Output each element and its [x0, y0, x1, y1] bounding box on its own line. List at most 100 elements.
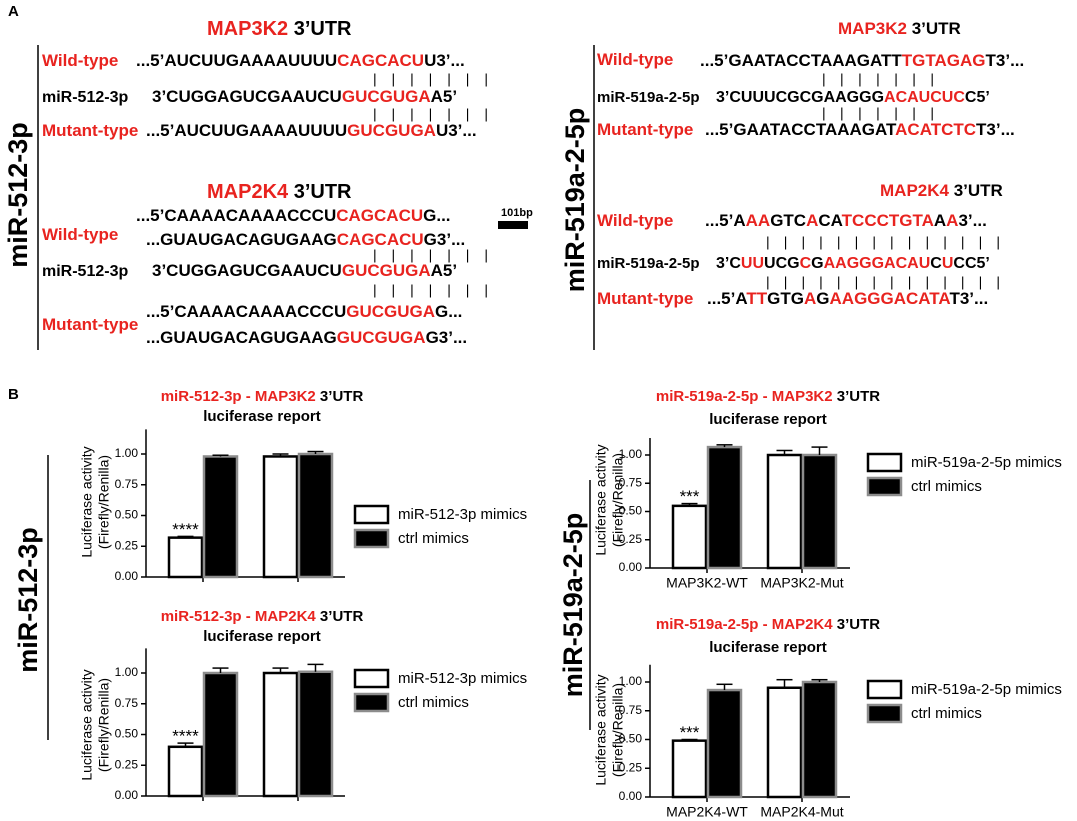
- chart-subtitle: luciferase report: [709, 639, 827, 656]
- sequence-line: Wild-type: [42, 51, 118, 70]
- significance: ****: [172, 520, 199, 539]
- y-tick-label: 1.00: [619, 674, 643, 688]
- text-segment: ...5’AUCUUGAAAAUUUU: [146, 121, 347, 140]
- text-segment: 3’CUGGAGUCGAAUCU: [152, 261, 342, 280]
- text-segment: ...5’A: [707, 289, 747, 308]
- legend-swatch: [866, 476, 903, 497]
- text-segment: A: [804, 289, 816, 308]
- base-pairs: | | | | | | |: [373, 106, 488, 122]
- text-segment: CAGCACU: [337, 230, 424, 249]
- y-tick-label: 0.75: [115, 477, 139, 491]
- text-segment: MAP2K4: [207, 181, 289, 203]
- y-tick-label: 0.00: [115, 569, 139, 583]
- text-segment: UU: [741, 255, 764, 272]
- text-segment: A5’: [431, 87, 457, 106]
- text-segment: 3’CUGGAGUCGAAUCU: [152, 87, 342, 106]
- text-segment: TT: [746, 289, 767, 308]
- bar: [167, 536, 204, 579]
- bar: [202, 455, 239, 579]
- text-segment: 3’UTR: [316, 608, 364, 625]
- sequence-line: ...5’AUCUUGAAAAUUUUCAGCACUU3’...: [136, 51, 465, 70]
- sequence-line: miR-519a-2-5p: [597, 89, 700, 106]
- sequence-line: Wild-type: [597, 50, 673, 69]
- y-tick-label: 1.00: [115, 446, 139, 460]
- x-tick-label: MAP2K4-WT: [666, 804, 748, 820]
- legend-swatch: [866, 452, 903, 473]
- chart-title: miR-512-3p - MAP3K2 3’UTR: [161, 388, 364, 405]
- text-segment: G: [816, 289, 829, 308]
- sequence-line: ...5’CAAAACAAAACCCUGUCGUGAG...: [146, 302, 462, 321]
- significance: ***: [680, 723, 700, 742]
- text-segment: U: [942, 255, 954, 272]
- bar: [202, 671, 239, 798]
- y-tick-label: 0.25: [619, 760, 643, 774]
- text-segment: ...5’GAATACCTAAAGAT: [705, 120, 897, 139]
- text-segment: AA: [746, 211, 771, 230]
- sequence-line: miR-512-3p: [42, 263, 128, 280]
- y-axis-label: Luciferase activity: [593, 444, 609, 555]
- text-segment: G...: [423, 206, 450, 225]
- significance: ***: [680, 487, 700, 506]
- text-segment: CA: [818, 211, 842, 230]
- text-segment: 3’CUUUCGCGAAGGG: [716, 89, 884, 106]
- text-segment: TCCCTGTA: [842, 211, 934, 230]
- text-segment: UCG: [764, 255, 800, 272]
- text-segment: 3’UTR: [949, 181, 1003, 200]
- legend-label: ctrl mimics: [398, 530, 469, 547]
- y-axis-label: (Firefly/Renilla): [610, 683, 626, 777]
- text-segment: Wild-type: [597, 211, 673, 230]
- text-segment: ...5’CAAAACAAAACCCU: [146, 302, 346, 321]
- sequence-line: miR-512-3p: [42, 89, 128, 106]
- bar: [297, 670, 334, 798]
- legend-swatch: [353, 692, 390, 713]
- y-axis-label: Luciferase activity: [79, 669, 95, 780]
- y-tick-label: 0.00: [619, 789, 643, 803]
- bar: [706, 688, 743, 799]
- x-tick-label: MAP2K4-Mut: [760, 804, 843, 820]
- text-segment: GUCGUGA: [347, 121, 436, 140]
- sequence-line: Mutant-type: [597, 289, 693, 308]
- sequence-line: Wild-type: [597, 211, 673, 230]
- bar: [262, 671, 299, 798]
- text-segment: miR-519a-2-5p - MAP2K4: [656, 616, 833, 633]
- text-segment: miR-512-3p: [42, 89, 128, 106]
- y-tick-label: 0.75: [619, 703, 643, 717]
- text-segment: A: [806, 211, 818, 230]
- text-segment: Mutant-type: [42, 315, 138, 334]
- text-segment: GUCGUGA: [337, 328, 426, 347]
- y-tick-label: 0.25: [115, 538, 139, 552]
- y-tick-label: 0.50: [619, 504, 643, 518]
- legend-swatch: [353, 668, 390, 689]
- panel-label: B: [8, 386, 19, 403]
- text-segment: 3’UTR: [833, 616, 881, 633]
- bar: [297, 452, 334, 579]
- y-axis-label: Luciferase activity: [593, 674, 609, 785]
- sequence-line: Mutant-type: [42, 315, 138, 334]
- sequence-line: MAP2K4 3’UTR: [880, 181, 1003, 200]
- text-segment: C: [930, 255, 942, 272]
- significance: ****: [172, 727, 199, 746]
- sequence-line: ...5’ATTGTGAGAAGGGACATAT3’...: [707, 289, 988, 308]
- chart-subtitle: luciferase report: [709, 411, 827, 428]
- text-segment: ...GUAUGACAGUGAAG: [146, 230, 337, 249]
- text-segment: Mutant-type: [597, 289, 693, 308]
- text-segment: GTG: [767, 289, 804, 308]
- text-segment: GTC: [770, 211, 806, 230]
- text-segment: GUCGUGA: [342, 87, 431, 106]
- text-segment: ...5’A: [705, 211, 746, 230]
- y-tick-label: 0.75: [115, 696, 139, 710]
- y-tick-label: 0.50: [115, 727, 139, 741]
- text-segment: ...GUAUGACAGUGAAG: [146, 328, 337, 347]
- base-pairs: | | | | | | |: [373, 247, 488, 263]
- sequence-line: ...5’GAATACCTAAAGATACATCTCT3’...: [705, 120, 1015, 139]
- bar: [801, 680, 838, 799]
- sequence-line: 3’CUGGAGUCGAAUCUGUCGUGAA5’: [152, 87, 457, 106]
- sequence-line: Mutant-type: [597, 120, 693, 139]
- scale-bar: [498, 221, 528, 229]
- text-segment: ...5’CAAAACAAAACCCU: [136, 206, 336, 225]
- text-segment: Wild-type: [597, 50, 673, 69]
- y-axis-label: (Firefly/Renilla): [610, 453, 626, 547]
- text-segment: CAGCACU: [337, 51, 424, 70]
- text-segment: miR-519a-2-5p: [597, 89, 700, 106]
